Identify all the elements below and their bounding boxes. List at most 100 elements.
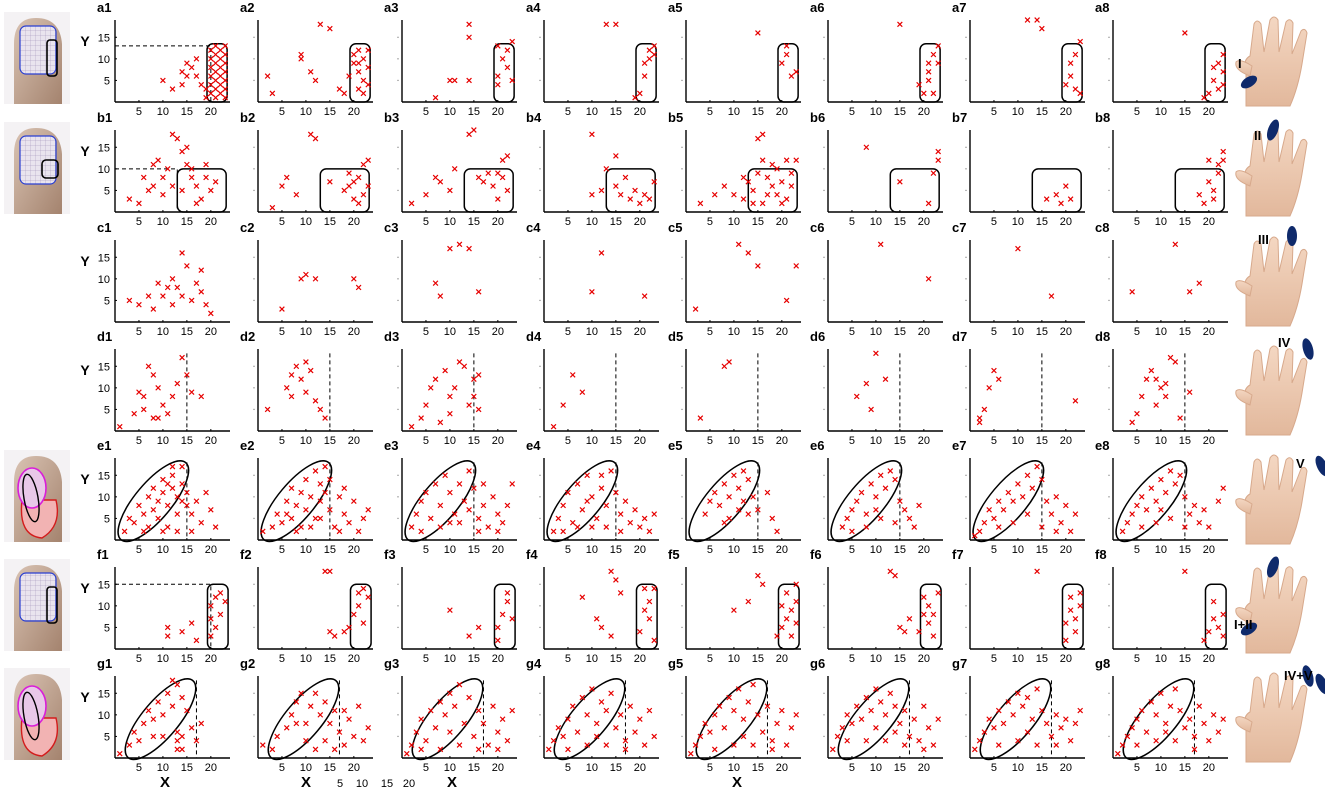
data-point bbox=[849, 506, 855, 513]
data-point bbox=[589, 191, 595, 198]
data-point bbox=[1215, 161, 1222, 168]
panel-label: c1 bbox=[97, 220, 111, 235]
x-tick-label: 10 bbox=[728, 435, 740, 447]
data-point bbox=[360, 90, 367, 97]
data-point bbox=[1077, 38, 1084, 45]
data-point bbox=[155, 280, 161, 286]
data-point bbox=[930, 611, 937, 618]
roi-rect bbox=[605, 168, 656, 213]
data-point bbox=[906, 733, 913, 740]
data-point bbox=[598, 250, 605, 256]
data-point bbox=[174, 729, 181, 735]
data-point bbox=[565, 716, 571, 722]
panel-label: f1 bbox=[97, 547, 109, 562]
data-point bbox=[834, 733, 841, 740]
x-tick-label: 10 bbox=[586, 544, 598, 556]
data-point bbox=[217, 81, 224, 88]
x-tick-label: 15 bbox=[324, 326, 336, 338]
data-point bbox=[1153, 737, 1159, 744]
data-point bbox=[293, 699, 300, 705]
data-point bbox=[774, 166, 780, 172]
data-point bbox=[461, 498, 468, 504]
data-point bbox=[203, 489, 209, 496]
x-tick-label: 10 bbox=[586, 106, 598, 118]
data-point bbox=[198, 196, 205, 202]
data-point bbox=[1186, 716, 1193, 722]
y-tick-mark bbox=[965, 146, 967, 148]
x-tick-label: 10 bbox=[870, 544, 882, 556]
data-point bbox=[360, 737, 367, 744]
data-point bbox=[1167, 703, 1174, 710]
data-point bbox=[174, 681, 181, 688]
data-point bbox=[769, 746, 776, 753]
x-tick-label: 10 bbox=[870, 106, 882, 118]
data-point bbox=[1210, 598, 1217, 605]
data-point bbox=[935, 148, 942, 155]
data-point bbox=[735, 485, 742, 492]
roi-ellipse bbox=[979, 678, 1052, 761]
data-point bbox=[1206, 178, 1212, 185]
data-point bbox=[179, 481, 185, 487]
data-point bbox=[721, 363, 728, 370]
panel-label: e6 bbox=[810, 438, 824, 453]
data-point bbox=[783, 51, 790, 58]
roi-ellipse bbox=[830, 460, 903, 543]
data-point bbox=[759, 200, 766, 207]
data-point bbox=[495, 528, 501, 535]
data-point bbox=[331, 707, 338, 714]
data-point bbox=[155, 415, 161, 421]
y-tick-mark bbox=[965, 692, 967, 694]
x-tick-label: 5 bbox=[1134, 762, 1140, 774]
data-point bbox=[1058, 724, 1064, 731]
data-point bbox=[208, 64, 214, 71]
data-point bbox=[976, 528, 983, 535]
data-point bbox=[1072, 628, 1079, 635]
data-point bbox=[584, 712, 590, 718]
data-point bbox=[1024, 694, 1031, 701]
scatter-panel-g7: g75 10 15 20 bbox=[952, 656, 1085, 774]
data-point bbox=[593, 720, 600, 727]
data-point bbox=[408, 200, 415, 207]
data-point bbox=[692, 306, 699, 312]
data-point bbox=[1215, 729, 1222, 735]
hand-fingers-I-II-icon: I+II bbox=[1234, 556, 1308, 654]
data-point bbox=[735, 241, 742, 248]
x-tick-label: 10 bbox=[157, 435, 169, 447]
data-point bbox=[873, 724, 879, 731]
y-tick-mark bbox=[681, 168, 683, 170]
x-tick-label: 5 bbox=[707, 762, 713, 774]
data-point bbox=[351, 196, 357, 202]
scatter-panel-c3: c35 10 15 20 bbox=[384, 220, 517, 338]
panel-label: f4 bbox=[526, 547, 538, 562]
panel-label: e4 bbox=[526, 438, 541, 453]
x-axis-label: X bbox=[447, 774, 457, 791]
data-point bbox=[759, 131, 766, 138]
data-point bbox=[160, 174, 166, 181]
panel-label: f5 bbox=[668, 547, 680, 562]
data-point bbox=[131, 410, 137, 417]
data-point bbox=[408, 524, 415, 530]
scatter-panel-f4: f45 10 15 20 bbox=[526, 547, 659, 665]
data-point bbox=[131, 729, 137, 735]
data-point bbox=[1162, 380, 1169, 387]
data-point bbox=[504, 502, 511, 509]
data-point bbox=[1024, 511, 1031, 517]
panel-label: d8 bbox=[1095, 329, 1110, 344]
data-point bbox=[632, 94, 638, 101]
data-point bbox=[646, 47, 653, 54]
data-point bbox=[925, 724, 932, 731]
scatter-panel-a5: a55 10 15 20 bbox=[668, 0, 801, 118]
scatter-panel-c5: c55 10 15 20 bbox=[668, 220, 801, 338]
data-point bbox=[783, 157, 790, 164]
x-tick-label: 20 bbox=[918, 326, 930, 338]
data-point bbox=[164, 502, 171, 509]
x-tick-label: 10 bbox=[1155, 326, 1167, 338]
data-point bbox=[150, 306, 157, 312]
data-point bbox=[1206, 524, 1212, 530]
data-point bbox=[622, 174, 629, 181]
data-point bbox=[1210, 187, 1217, 194]
y-tick-mark bbox=[965, 58, 967, 60]
data-point bbox=[1210, 64, 1217, 71]
